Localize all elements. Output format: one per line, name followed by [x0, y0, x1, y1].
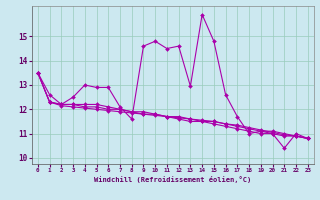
- X-axis label: Windchill (Refroidissement éolien,°C): Windchill (Refroidissement éolien,°C): [94, 176, 252, 183]
